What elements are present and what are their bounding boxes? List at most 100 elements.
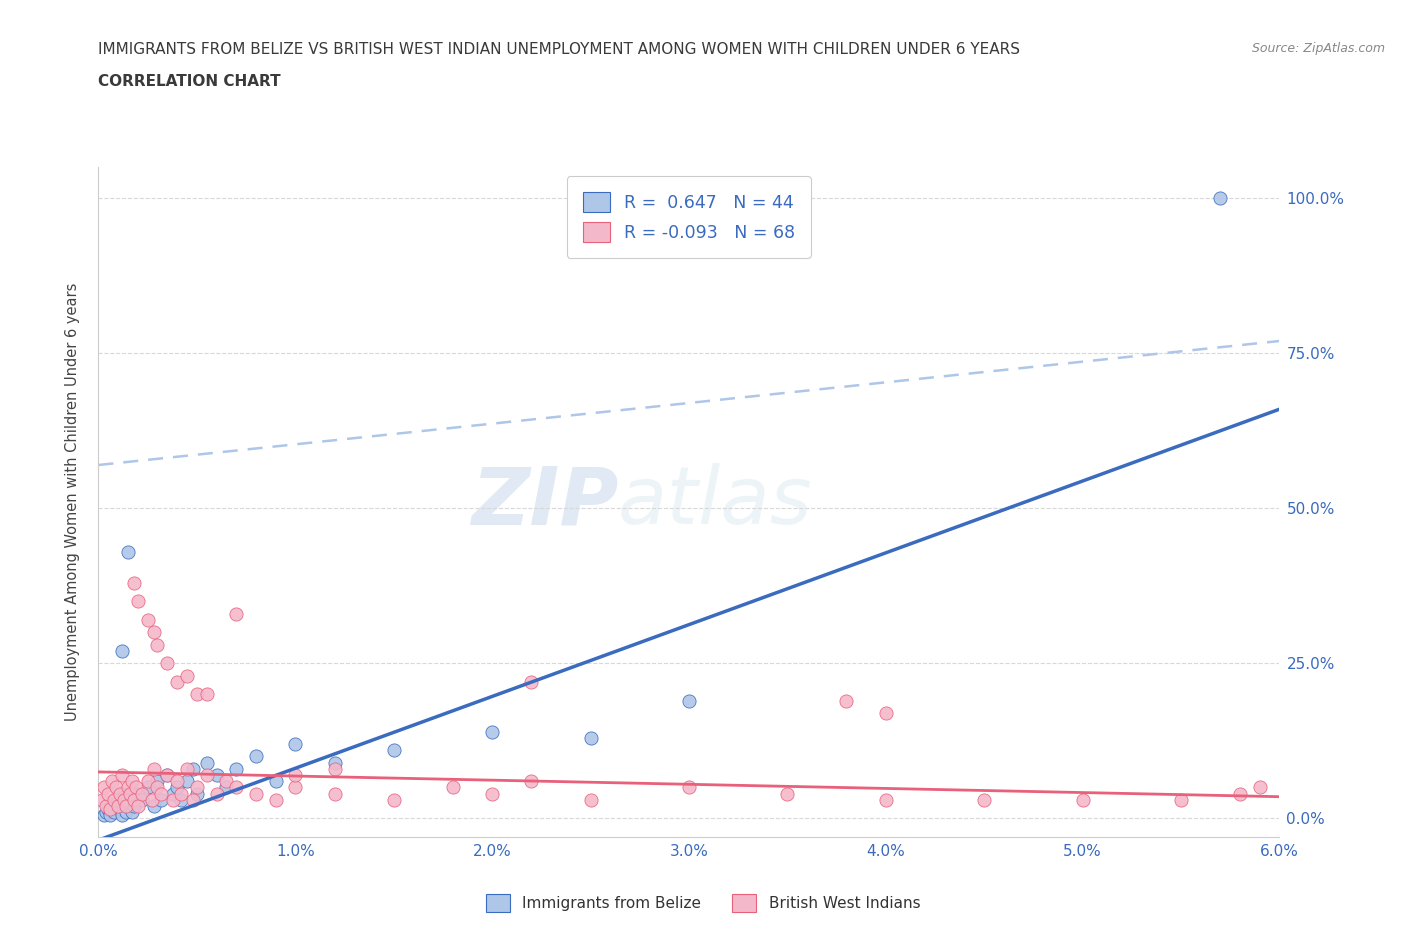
Point bbox=[111, 644, 134, 658]
Point bbox=[136, 774, 159, 789]
Point bbox=[97, 786, 120, 801]
Point bbox=[181, 792, 204, 807]
Point bbox=[170, 786, 193, 801]
Point bbox=[323, 762, 346, 777]
Point bbox=[215, 774, 238, 789]
Point bbox=[105, 780, 128, 795]
Point bbox=[122, 799, 145, 814]
Point bbox=[91, 792, 114, 807]
Point bbox=[1209, 191, 1232, 206]
Point bbox=[195, 767, 218, 782]
Point bbox=[520, 674, 543, 689]
Point bbox=[142, 762, 165, 777]
Point bbox=[1071, 792, 1094, 807]
Point bbox=[98, 802, 121, 817]
Point bbox=[111, 808, 134, 823]
Point bbox=[284, 767, 307, 782]
Point bbox=[170, 792, 193, 807]
Point bbox=[166, 774, 188, 789]
Point bbox=[245, 786, 267, 801]
Point bbox=[103, 792, 125, 807]
Point bbox=[1249, 780, 1271, 795]
Point bbox=[96, 804, 118, 819]
Point bbox=[264, 774, 287, 789]
Point bbox=[225, 762, 247, 777]
Point bbox=[117, 795, 139, 810]
Point bbox=[195, 755, 218, 770]
Point bbox=[103, 804, 125, 819]
Point bbox=[176, 774, 198, 789]
Point bbox=[481, 786, 503, 801]
Point bbox=[118, 786, 141, 801]
Point bbox=[118, 790, 141, 804]
Point bbox=[127, 786, 149, 801]
Point bbox=[162, 792, 184, 807]
Point bbox=[117, 544, 139, 559]
Point bbox=[115, 799, 138, 814]
Point bbox=[111, 767, 134, 782]
Point bbox=[105, 792, 128, 807]
Point bbox=[382, 792, 405, 807]
Point bbox=[131, 792, 153, 807]
Point bbox=[93, 780, 115, 795]
Point bbox=[225, 780, 247, 795]
Point bbox=[186, 687, 208, 702]
Point bbox=[107, 799, 129, 814]
Point bbox=[186, 780, 208, 795]
Point bbox=[112, 786, 135, 801]
Point bbox=[225, 606, 247, 621]
Point bbox=[93, 808, 115, 823]
Point bbox=[166, 780, 188, 795]
Point bbox=[195, 687, 218, 702]
Point bbox=[181, 762, 204, 777]
Point bbox=[776, 786, 799, 801]
Point bbox=[127, 799, 149, 814]
Point bbox=[156, 767, 179, 782]
Point bbox=[117, 780, 139, 795]
Text: atlas: atlas bbox=[619, 463, 813, 541]
Point bbox=[678, 693, 700, 708]
Point bbox=[136, 780, 159, 795]
Point bbox=[131, 786, 153, 801]
Point bbox=[146, 780, 169, 795]
Point bbox=[245, 749, 267, 764]
Point bbox=[284, 780, 307, 795]
Point bbox=[284, 737, 307, 751]
Point bbox=[127, 594, 149, 609]
Point bbox=[122, 792, 145, 807]
Point bbox=[205, 786, 228, 801]
Point bbox=[166, 674, 188, 689]
Point bbox=[101, 799, 124, 814]
Point bbox=[215, 780, 238, 795]
Point bbox=[125, 780, 148, 795]
Point bbox=[176, 762, 198, 777]
Point bbox=[141, 792, 163, 807]
Point bbox=[186, 786, 208, 801]
Point bbox=[156, 656, 179, 671]
Point bbox=[136, 613, 159, 628]
Point bbox=[150, 786, 173, 801]
Point bbox=[121, 804, 143, 819]
Point bbox=[108, 802, 131, 817]
Point bbox=[382, 743, 405, 758]
Point bbox=[142, 799, 165, 814]
Point bbox=[96, 799, 118, 814]
Point bbox=[1229, 786, 1251, 801]
Point bbox=[121, 774, 143, 789]
Point bbox=[97, 802, 120, 817]
Point bbox=[678, 780, 700, 795]
Point bbox=[1170, 792, 1192, 807]
Point bbox=[107, 799, 129, 814]
Point bbox=[579, 730, 602, 745]
Text: ZIP: ZIP bbox=[471, 463, 619, 541]
Point bbox=[162, 786, 184, 801]
Point bbox=[205, 767, 228, 782]
Point bbox=[112, 792, 135, 807]
Point bbox=[835, 693, 858, 708]
Point bbox=[150, 792, 173, 807]
Point bbox=[323, 786, 346, 801]
Y-axis label: Unemployment Among Women with Children Under 6 years: Unemployment Among Women with Children U… bbox=[65, 283, 80, 722]
Point bbox=[115, 804, 138, 819]
Point bbox=[122, 576, 145, 591]
Point bbox=[323, 755, 346, 770]
